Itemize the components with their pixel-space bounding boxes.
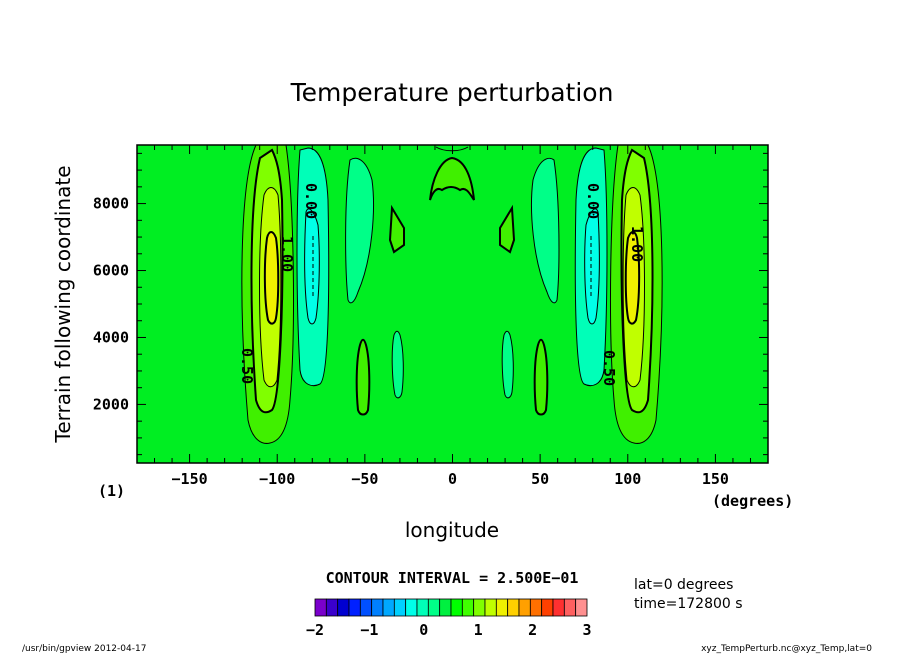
y-tick-label: 2000 xyxy=(93,395,129,413)
colorbar-swatch xyxy=(427,598,441,617)
plot-background xyxy=(137,145,768,463)
contour-labels: 0.00 1.00 0.50 0.00 1.00 0.50 xyxy=(238,183,646,386)
x-axis: −150 −100 −50 0 50 100 150 xyxy=(136,145,769,488)
colorbar-tick-label: 3 xyxy=(582,621,591,639)
x-tick-label: 100 xyxy=(614,470,641,488)
weak-cold-low-right xyxy=(501,330,514,399)
y-tick-label: 4000 xyxy=(93,328,129,346)
colorbar-swatch xyxy=(393,598,407,617)
x-tick-label: 150 xyxy=(702,470,729,488)
cold-core-left xyxy=(304,208,320,325)
colorbar-swatch xyxy=(325,598,339,617)
contour-label: 0.00 xyxy=(584,183,602,219)
colorbar-swatch xyxy=(484,598,497,617)
weak-warm-low-right xyxy=(533,338,549,416)
contour-label: 1.00 xyxy=(628,226,646,262)
colorbar-ticks: −2 −1 0 1 2 3 xyxy=(306,621,592,639)
x-tick-label: −50 xyxy=(351,470,378,488)
weak-warm-low-left xyxy=(355,338,371,416)
weak-cold-left xyxy=(345,157,374,304)
colorbar-swatch xyxy=(473,598,486,617)
y-axis-title: Terrain following coordinate xyxy=(51,165,75,443)
weak-cold-right xyxy=(531,157,560,304)
colorbar-swatch xyxy=(507,598,520,617)
contour-label: 1.00 xyxy=(278,236,296,272)
colorbar-swatch xyxy=(529,598,543,617)
weak-cold-low-left xyxy=(391,330,404,399)
warm-core-left xyxy=(263,231,280,325)
colorbar-swatch xyxy=(461,598,475,617)
x-tick-label: −100 xyxy=(259,470,295,488)
weak-warm-mid-left xyxy=(388,204,405,254)
y-tick-label: 8000 xyxy=(93,195,129,213)
colorbar-tick-label: −1 xyxy=(360,621,378,639)
contour-field xyxy=(241,144,663,444)
colorbar-swatch xyxy=(541,598,554,617)
weak-warm-top-center xyxy=(429,156,475,201)
colorbar-swatch xyxy=(382,598,395,617)
colorbar-swatch xyxy=(439,598,452,617)
colorbar-swatch xyxy=(563,598,577,617)
colorbar-tick-label: 0 xyxy=(419,621,428,639)
contour-interval: CONTOUR INTERVAL = 2.500E−01 xyxy=(326,569,579,587)
footer-right: xyz_TempPerturb.nc@xyz_Temp,lat=0 xyxy=(701,644,872,654)
colorbar-swatch xyxy=(450,598,463,617)
colorbar-swatch xyxy=(359,598,373,617)
x-axis-title: longitude xyxy=(405,518,499,542)
lat-info: lat=0 degrees xyxy=(634,577,733,593)
y-tick-label: 6000 xyxy=(93,262,129,280)
warm-core-right xyxy=(624,231,641,325)
colorbar-swatch xyxy=(518,598,531,617)
time-info: time=172800 s xyxy=(634,596,743,612)
contour-label: 0.00 xyxy=(302,183,320,219)
x-tick-label: 0 xyxy=(448,470,457,488)
x-unit-label: (degrees) xyxy=(712,492,793,510)
footer-left: /usr/bin/gpview 2012-04-17 xyxy=(22,644,146,654)
x-tick-label: −150 xyxy=(172,470,208,488)
weak-warm-mid-right xyxy=(499,204,516,254)
cold-core-right xyxy=(584,208,600,325)
contour-label: 0.50 xyxy=(238,348,256,384)
colorbar-tick-label: 2 xyxy=(528,621,537,639)
colorbar-swatch xyxy=(337,598,350,617)
colorbar-swatch xyxy=(371,598,384,617)
contour-label: 0.50 xyxy=(600,350,618,386)
colorbar-swatch xyxy=(405,598,418,617)
colorbar-swatch xyxy=(495,598,509,617)
colorbar xyxy=(314,598,588,617)
colorbar-tick-label: −2 xyxy=(306,621,324,639)
x-tick-label: 50 xyxy=(531,470,549,488)
colorbar-swatch xyxy=(348,598,361,617)
chart-title: Temperature perturbation xyxy=(290,78,614,107)
colorbar-swatch xyxy=(552,598,565,617)
y-axis: 2000 4000 6000 8000 xyxy=(93,152,768,456)
colorbar-swatch xyxy=(416,598,429,617)
colorbar-swatch xyxy=(314,598,327,617)
panel-label: (1) xyxy=(98,482,125,500)
colorbar-swatch xyxy=(575,598,588,617)
colorbar-tick-label: 1 xyxy=(474,621,483,639)
